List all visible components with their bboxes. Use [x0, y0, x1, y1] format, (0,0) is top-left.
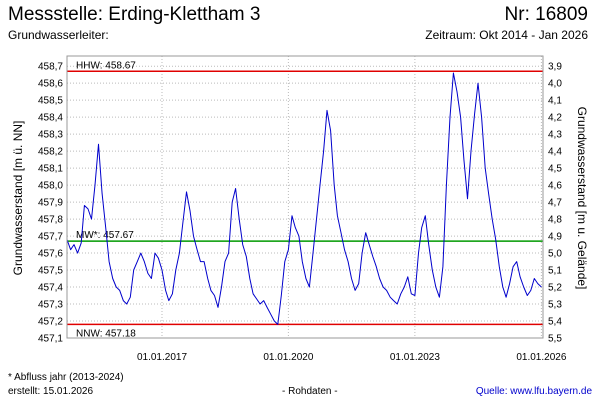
y2-tick-label: 4,4 [548, 147, 562, 158]
reference-lines: HHW: 458.67 MW*: 457.67 NNW: 457.18 [67, 60, 543, 339]
y-axis-ticks: 458,7 458,6 458,5 458,4 458,3 458,2 458,1 458,0… [38, 62, 63, 345]
y2-tick-label: 4,2 [548, 113, 562, 124]
y-tick-label: 458,1 [38, 164, 63, 175]
y2-axis-label: Grundwasserstand [m u. Gelände] [575, 107, 589, 290]
hhw-label: HHW: 458.67 [76, 60, 136, 71]
y-tick-label: 458,5 [38, 96, 63, 107]
raw-data-label: - Rohdaten - [282, 386, 338, 397]
aquifer-label: Grundwasserleiter: [8, 28, 109, 42]
plot-border [66, 55, 544, 339]
y-tick-label: 457,3 [38, 300, 63, 311]
station-number: Nr: 16809 [504, 4, 588, 25]
y-tick-label: 458,0 [38, 181, 63, 192]
y-tick-label: 457,5 [38, 266, 63, 277]
x-axis-ticks: 01.01.2017 01.01.2020 01.01.2023 01.01.2026 [137, 352, 567, 363]
y2-tick-label: 4,6 [548, 181, 562, 192]
time-period: Zeitraum: Okt 2014 - Jan 2026 [425, 28, 588, 42]
y2-tick-label: 5,0 [548, 249, 562, 260]
y2-tick-label: 4,9 [548, 232, 562, 243]
x-tick-label: 01.01.2020 [263, 352, 313, 363]
y2-tick-label: 5,5 [548, 334, 562, 345]
y-tick-label: 457,8 [38, 215, 63, 226]
y2-tick-label: 5,1 [548, 266, 562, 277]
x-tick-label: 01.01.2026 [516, 352, 566, 363]
y2-axis-ticks: 3,9 4,0 4,1 4,2 4,3 4,4 4,5 4,6 4,7 4,8 4,9 5,0 5,1 5… [548, 62, 562, 345]
source-link[interactable]: Quelle: www.lfu.bayern.de [475, 386, 592, 397]
y2-tick-label: 3,9 [548, 62, 562, 73]
nnw-label: NNW: 457.18 [76, 328, 136, 339]
y2-tick-label: 4,1 [548, 96, 562, 107]
footnote: * Abfluss jahr (2013-2024) [8, 372, 124, 383]
y2-tick-label: 4,0 [548, 79, 562, 90]
y2-tick-label: 4,7 [548, 198, 562, 209]
y-tick-label: 458,4 [38, 113, 63, 124]
y2-tick-label: 4,3 [548, 130, 562, 141]
series-layer [66, 72, 542, 325]
y2-tick-label: 4,5 [548, 164, 562, 175]
x-tick-label: 01.01.2023 [390, 352, 440, 363]
y-tick-label: 457,1 [38, 334, 63, 345]
y-tick-label: 457,4 [38, 283, 63, 294]
y2-tick-label: 5,2 [548, 283, 562, 294]
mw-label: MW*: 457.67 [76, 230, 134, 241]
y-tick-label: 457,6 [38, 249, 63, 260]
y-axis-label: Grundwasserstand [m ü. NN] [11, 121, 25, 276]
y2-tick-label: 5,4 [548, 317, 562, 328]
y2-tick-label: 5,3 [548, 300, 562, 311]
page-title: Messstelle: Erding-Klettham 3 [8, 4, 261, 25]
y-tick-label: 458,6 [38, 79, 63, 90]
y-tick-label: 457,2 [38, 317, 63, 328]
y-tick-label: 457,9 [38, 198, 63, 209]
grid-layer [67, 56, 543, 339]
y-tick-label: 458,7 [38, 62, 63, 73]
y-tick-label: 458,3 [38, 130, 63, 141]
created-date: erstellt: 15.01.2026 [8, 386, 94, 397]
y-tick-label: 458,2 [38, 147, 63, 158]
series-line-0 [66, 72, 542, 325]
y2-tick-label: 4,8 [548, 215, 562, 226]
y-tick-label: 457,7 [38, 232, 63, 243]
x-tick-label: 01.01.2017 [137, 352, 187, 363]
